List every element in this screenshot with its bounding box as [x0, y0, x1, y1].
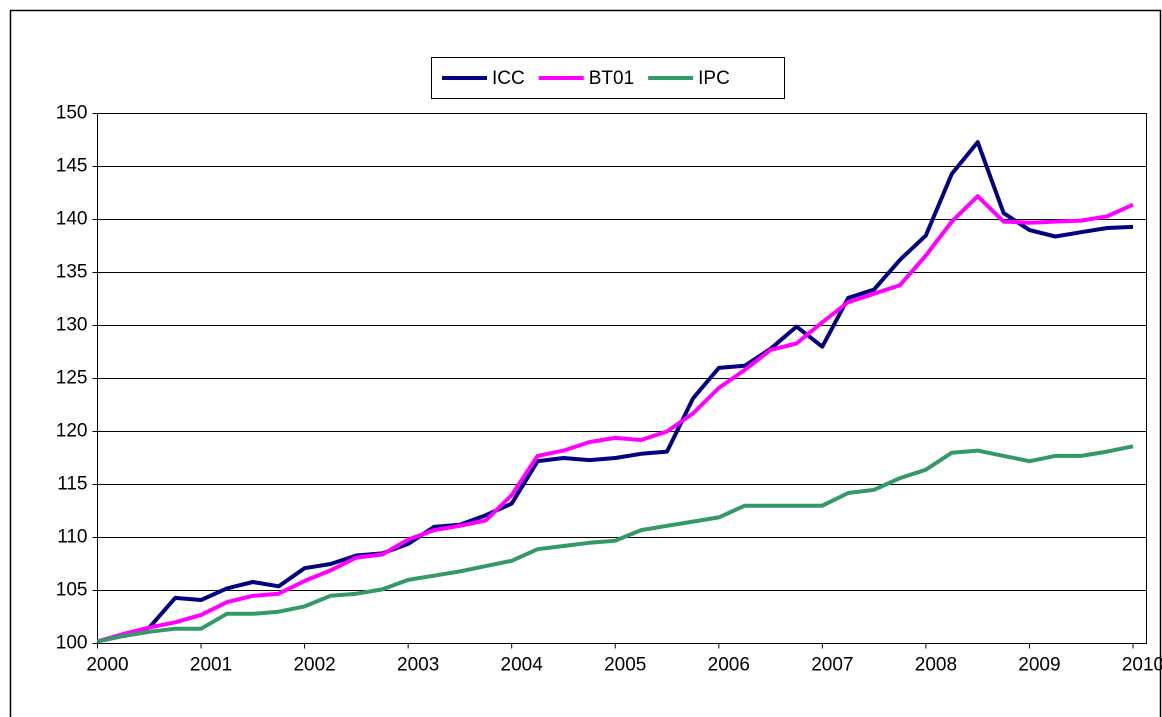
legend-label: BT01	[589, 68, 634, 89]
y-tick-label: 135	[56, 262, 88, 283]
y-tick-label: 130	[56, 315, 88, 336]
x-tick-label: 2009	[1018, 655, 1060, 676]
y-tick-label: 120	[56, 421, 88, 442]
legend-label: ICC	[492, 68, 525, 89]
x-tick-label: 2000	[86, 655, 128, 676]
x-tick-label: 2007	[811, 655, 853, 676]
y-tick-label: 105	[56, 580, 88, 601]
series-line	[97, 444, 1134, 644]
y-tick-label: 115	[57, 474, 87, 495]
x-tick-label: 2001	[190, 655, 232, 676]
x-tick-label: 2006	[708, 655, 750, 676]
x-tick-label: 2004	[501, 655, 544, 676]
y-tick-label: 150	[56, 103, 88, 124]
y-tick-label: 125	[56, 368, 88, 389]
x-tick-label: 2005	[604, 655, 646, 676]
legend-box	[431, 57, 785, 99]
series-line	[97, 140, 1134, 644]
x-tick-label: 2002	[293, 655, 335, 676]
y-tick-label: 145	[56, 156, 88, 177]
y-tick-label: 100	[56, 633, 88, 654]
x-tick-label: 2003	[397, 655, 439, 676]
y-tick-label: 140	[56, 209, 88, 230]
x-tick-label: 2008	[915, 655, 957, 676]
series-line	[96, 194, 1134, 644]
x-tick-label: 2010	[1122, 655, 1162, 676]
legend-label: IPC	[698, 68, 730, 89]
y-tick-label: 110	[57, 527, 87, 548]
